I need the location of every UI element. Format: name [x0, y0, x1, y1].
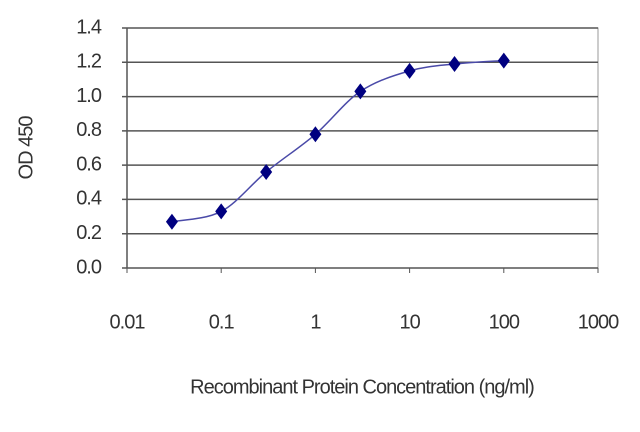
- x-tick-label: 0.01: [110, 311, 146, 333]
- data-point: [403, 62, 416, 79]
- data-point: [309, 126, 322, 143]
- y-tick-label: 1.0: [76, 85, 102, 107]
- y-tick-label: 0.0: [76, 256, 102, 278]
- x-tick-label: 10: [399, 311, 420, 333]
- y-tick-label: 0.4: [76, 188, 102, 210]
- data-point: [354, 83, 367, 100]
- y-tick-label: 1.2: [76, 51, 102, 73]
- y-tick-label: 0.6: [76, 153, 102, 175]
- x-tick-label: 1000: [578, 311, 619, 333]
- x-axis-label: Recombinant Protein Concentration (ng/ml…: [190, 376, 534, 398]
- data-point: [260, 164, 273, 180]
- data-point: [165, 213, 178, 230]
- data-point: [215, 203, 228, 220]
- x-tick-label: 1: [310, 311, 321, 333]
- y-tick-label: 0.8: [76, 119, 102, 141]
- y-tick-label: 0.2: [76, 222, 102, 244]
- x-tick-label: 100: [489, 311, 520, 333]
- data-point: [448, 56, 461, 72]
- data-point: [497, 52, 510, 69]
- x-tick-label: 0.1: [209, 311, 235, 333]
- y-axis-label: OD 450: [15, 116, 37, 180]
- plot-area: [126, 27, 599, 269]
- y-tick-label: 1.4: [76, 16, 102, 38]
